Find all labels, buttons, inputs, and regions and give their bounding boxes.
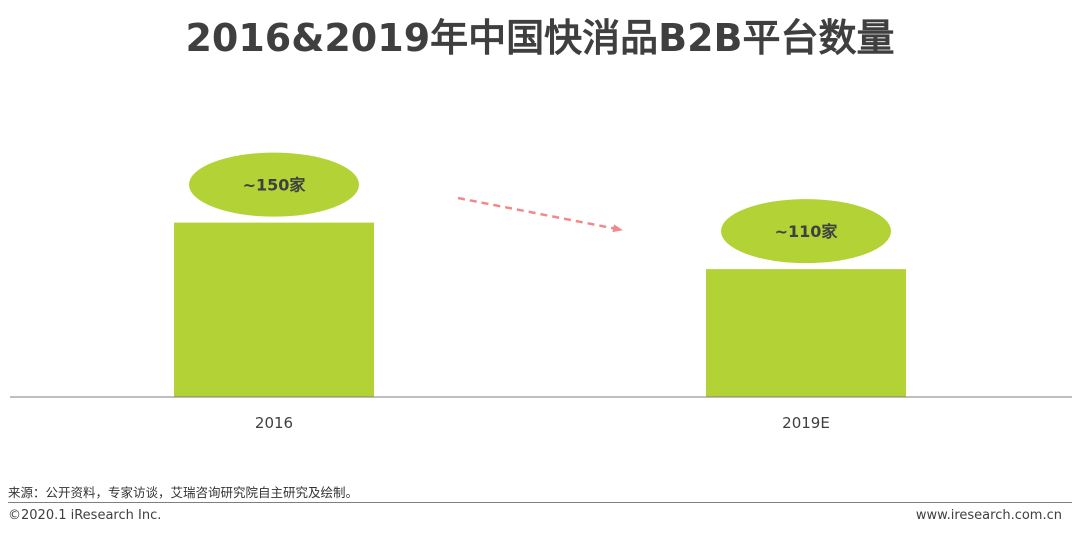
value-bubble-2019E — [721, 199, 891, 264]
trend-arrow — [457, 196, 623, 233]
chart-title: 2016&2019年中国快消品B2B平台数量 — [185, 16, 895, 60]
bar-chart: ~150家 ~110家 2016 2019E — [10, 152, 1072, 432]
x-tick-label-2016: 2016 — [255, 414, 293, 432]
website-link[interactable]: www.iresearch.com.cn — [915, 508, 1062, 523]
bar-2019E — [706, 269, 906, 397]
source-note: 来源：公开资料，专家访谈，艾瑞咨询研究院自主研究及绘制。 — [8, 485, 359, 500]
value-bubble-2016 — [189, 152, 359, 217]
footer-divider — [8, 502, 1072, 503]
data-label-2016: ~150家 — [243, 176, 307, 195]
x-tick-label-2019E: 2019E — [782, 414, 830, 432]
data-label-2019E: ~110家 — [775, 222, 839, 241]
copyright-text: ©2020.1 iResearch Inc. — [8, 508, 162, 523]
bar-2016 — [174, 222, 374, 397]
